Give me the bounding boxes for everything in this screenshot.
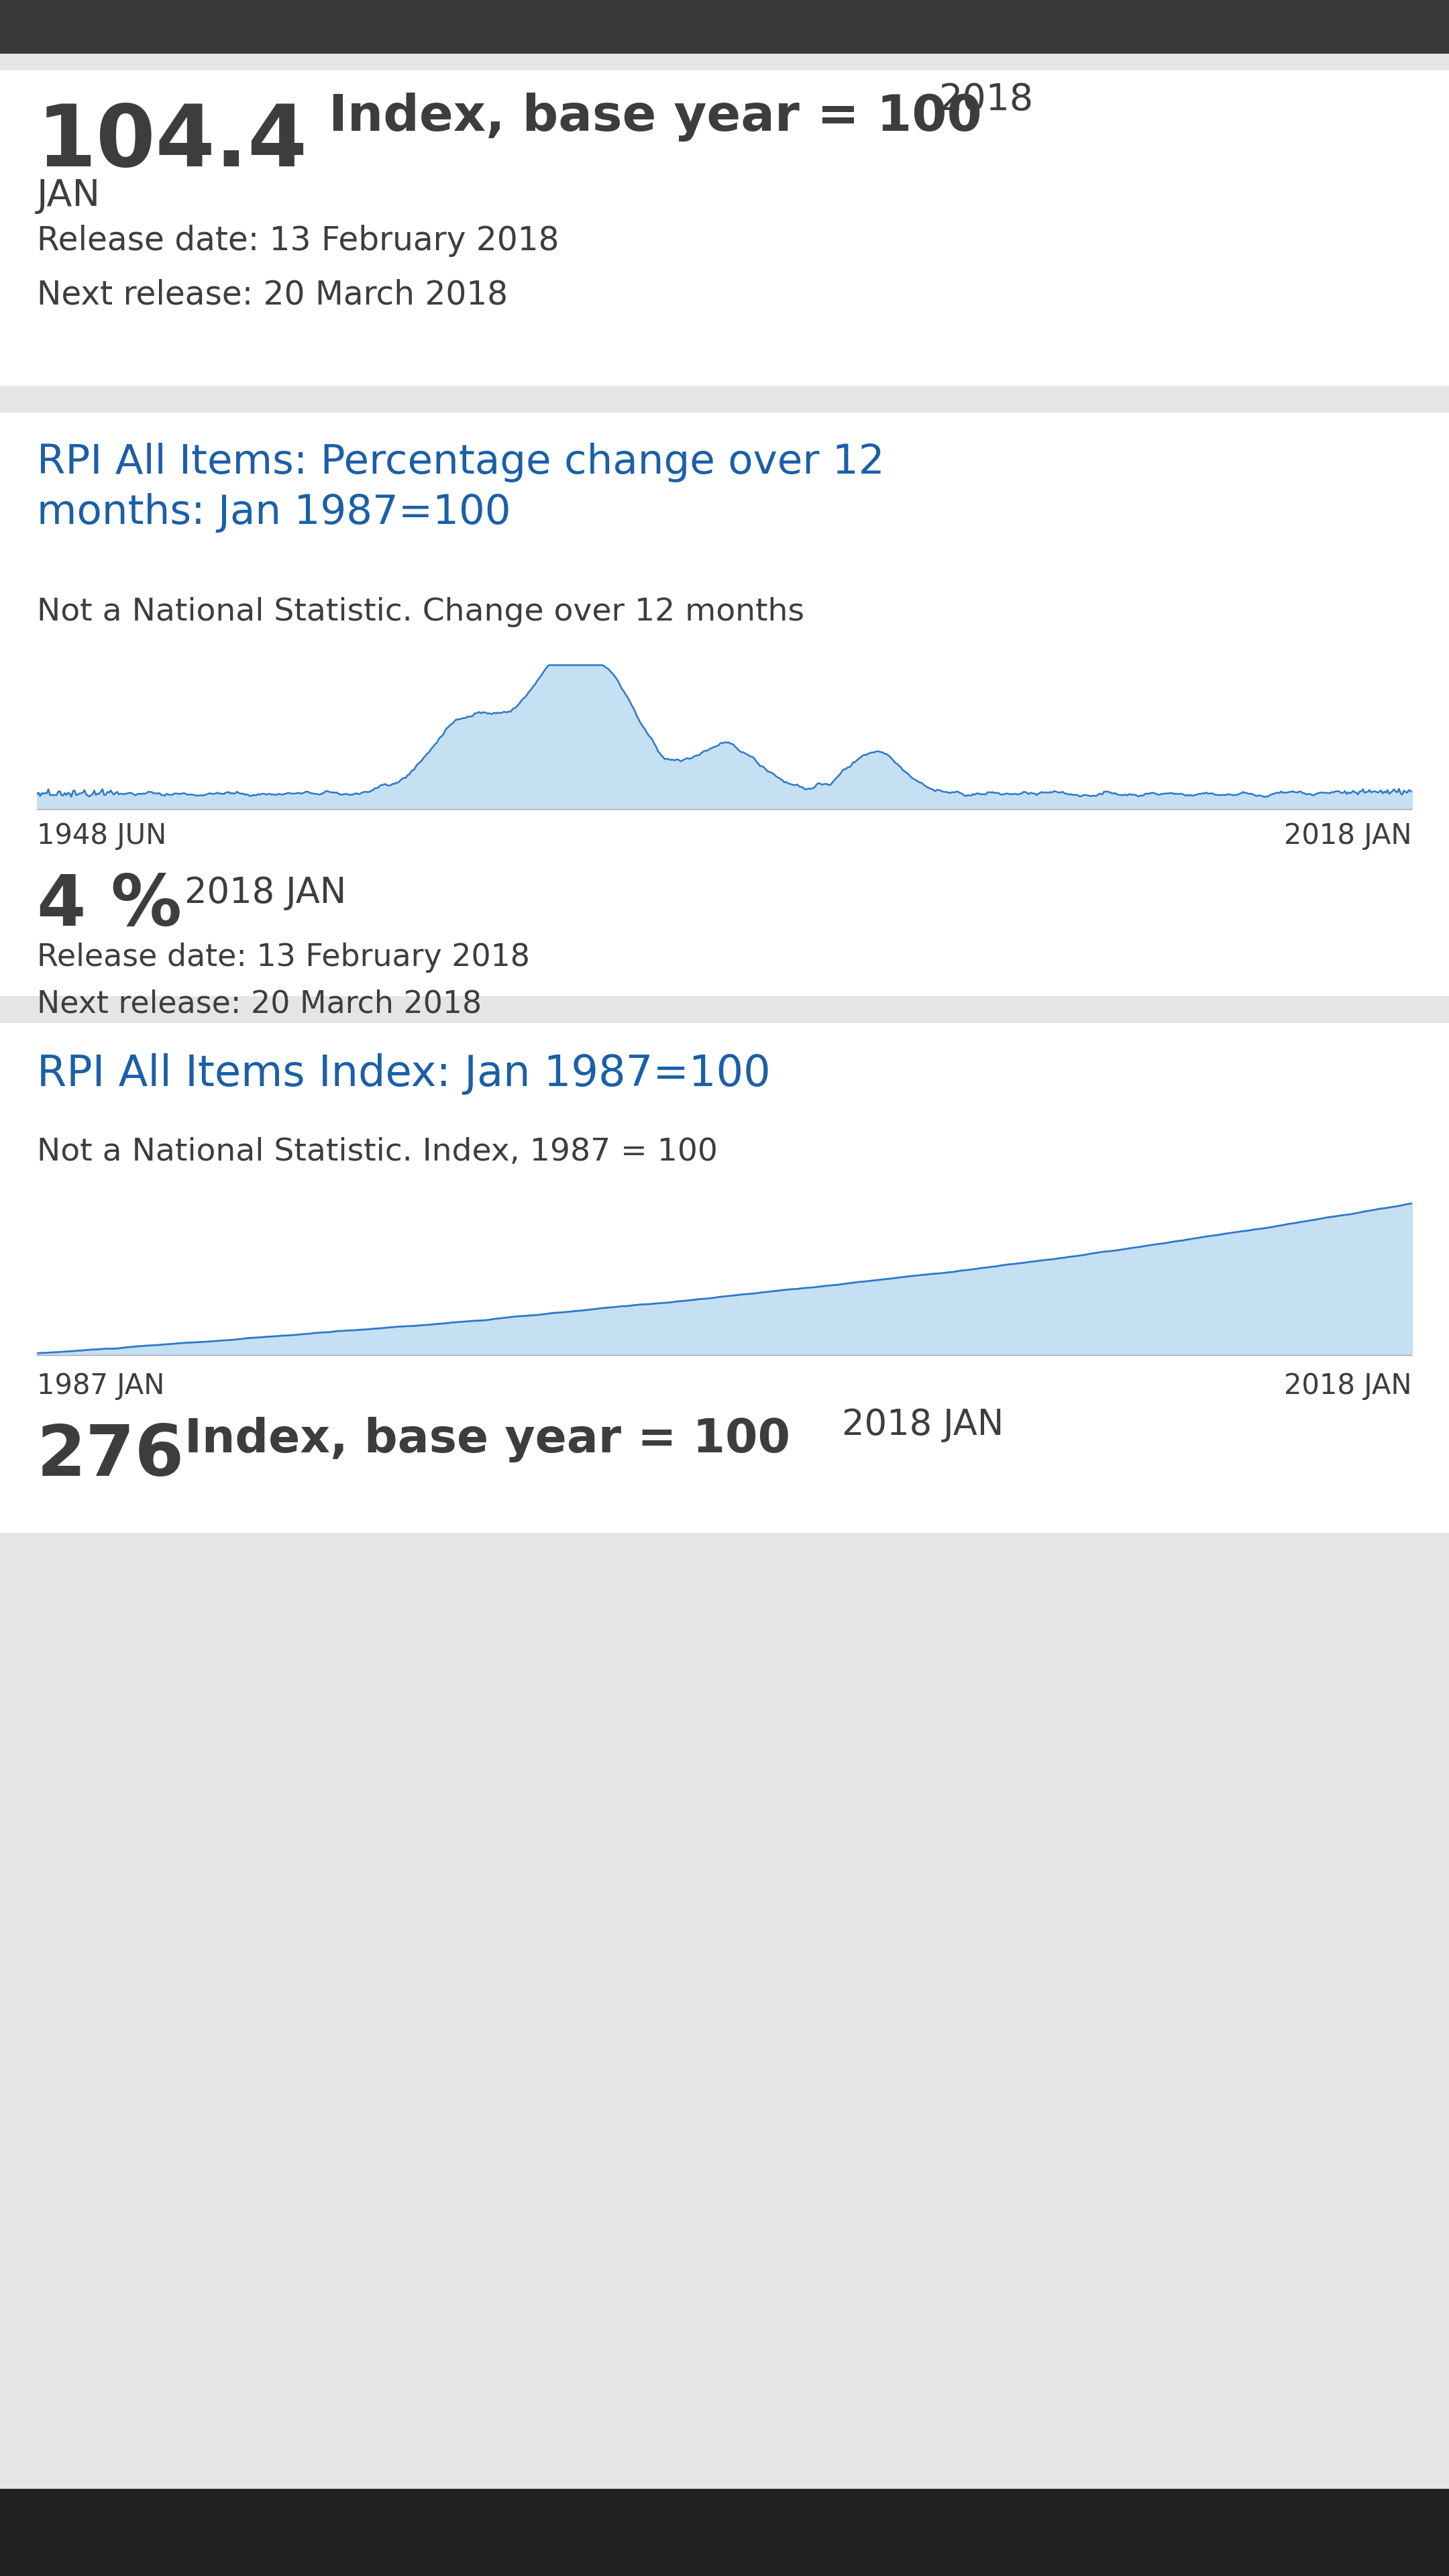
Text: 1948 JUN: 1948 JUN — [36, 822, 167, 850]
Text: 2018 JAN: 2018 JAN — [1284, 822, 1413, 850]
Text: Release date: 13 February 2018: Release date: 13 February 2018 — [36, 224, 559, 258]
Bar — [0, 1023, 1449, 1533]
Text: Next release: 20 March 2018: Next release: 20 March 2018 — [36, 989, 481, 1020]
Bar — [0, 2488, 1449, 2576]
Text: JAN: JAN — [36, 178, 101, 214]
Text: Not a National Statistic. Change over 12 months: Not a National Statistic. Change over 12… — [36, 598, 804, 626]
Text: RPI All Items Index: Jan 1987=100: RPI All Items Index: Jan 1987=100 — [36, 1054, 771, 1095]
Text: 1987 JAN: 1987 JAN — [36, 1373, 165, 1399]
Text: Index, base year = 100: Index, base year = 100 — [329, 93, 982, 142]
Text: 276: 276 — [36, 1422, 184, 1492]
Text: 2018 JAN: 2018 JAN — [184, 876, 346, 909]
Text: Index, base year = 100: Index, base year = 100 — [184, 1417, 790, 1463]
Bar — [0, 70, 1449, 386]
Text: Release date: 13 February 2018: Release date: 13 February 2018 — [36, 943, 530, 974]
Text: 104.4: 104.4 — [36, 100, 307, 185]
Text: 2018: 2018 — [939, 82, 1033, 118]
Text: Next release: 20 March 2018: Next release: 20 March 2018 — [36, 278, 509, 312]
Bar — [0, 0, 1449, 54]
Text: 2018 JAN: 2018 JAN — [842, 1406, 1004, 1443]
Text: 4 %: 4 % — [36, 873, 181, 940]
Bar — [0, 412, 1449, 997]
Text: RPI All Items: Percentage change over 12
months: Jan 1987=100: RPI All Items: Percentage change over 12… — [36, 443, 884, 533]
Text: 2018 JAN: 2018 JAN — [1284, 1373, 1413, 1399]
Text: Not a National Statistic. Index, 1987 = 100: Not a National Statistic. Index, 1987 = … — [36, 1136, 717, 1167]
